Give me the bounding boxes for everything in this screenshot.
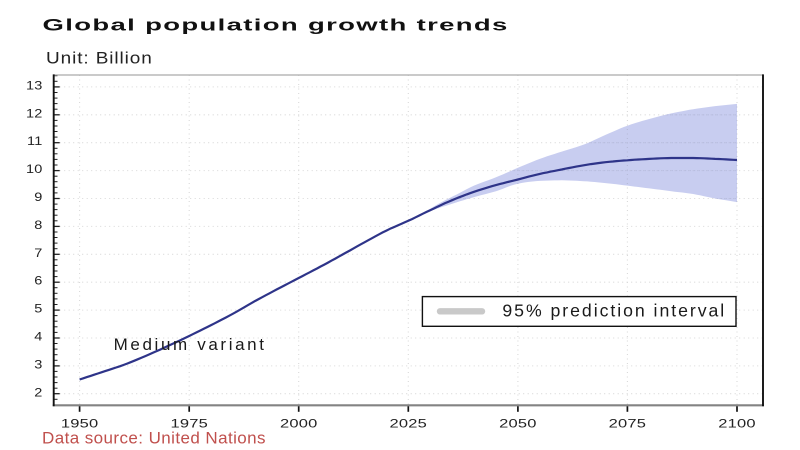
svg-text:13: 13 [26,79,43,92]
svg-text:12: 12 [26,107,43,120]
svg-text:Medium variant: Medium variant [114,335,267,354]
svg-text:7: 7 [34,246,42,259]
svg-text:3: 3 [34,358,42,371]
svg-text:2000: 2000 [280,418,317,431]
svg-text:2: 2 [34,386,42,399]
svg-text:2100: 2100 [718,418,755,431]
svg-text:1975: 1975 [170,418,207,431]
svg-text:4: 4 [34,330,42,343]
svg-text:8: 8 [34,218,42,231]
svg-text:2075: 2075 [609,418,646,431]
svg-text:2025: 2025 [390,418,427,431]
svg-text:95% prediction interval: 95% prediction interval [502,300,726,320]
svg-text:Unit: Billion: Unit: Billion [46,49,153,68]
svg-text:Data source: United Nations: Data source: United Nations [42,429,266,448]
svg-text:9: 9 [34,190,42,203]
svg-text:11: 11 [27,134,42,147]
svg-text:6: 6 [34,274,42,287]
svg-text:10: 10 [26,162,43,175]
svg-text:2050: 2050 [499,418,536,431]
svg-text:1950: 1950 [61,418,98,431]
svg-text:Global population growth trend: Global population growth trends [43,15,509,34]
svg-text:5: 5 [34,302,42,315]
